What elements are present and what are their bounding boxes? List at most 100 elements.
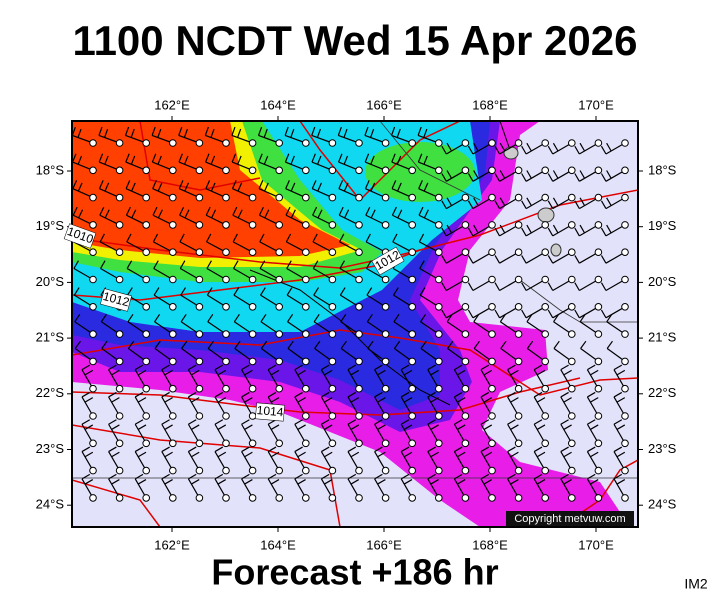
barb-flag [188,473,197,480]
barb-flag [164,479,173,485]
barb-station [328,275,337,284]
barb-station [514,357,523,366]
barb-station [195,494,204,502]
barb-flag [560,391,569,398]
barb-flag [377,479,386,485]
barb-flag [104,182,110,192]
barb-station [355,193,363,202]
barb-flag [400,364,410,371]
barb-flag [294,446,303,453]
barb-station [514,139,523,147]
barb-flag [244,424,253,430]
barb-station [461,439,470,448]
barb-flag [374,473,383,480]
barb-flag [104,155,109,165]
barb-station [195,384,204,393]
barb-flag [188,419,197,425]
barb-flag [343,155,349,165]
barb-flag [499,224,506,234]
barb-station [328,248,337,256]
barb-flag [427,391,436,398]
barb-flag [480,446,490,453]
barb-station [275,221,284,229]
barb-flag [72,153,77,163]
barb-flag [233,287,240,296]
barb-flag [284,126,289,136]
barb-station [142,275,150,284]
barb-flag [338,180,344,189]
barb-station [222,384,230,393]
barb-station [621,303,629,311]
barb-station [142,412,150,420]
barb-flag [391,153,396,163]
barb-station [355,494,363,502]
barb-station [248,357,257,366]
barb-station [115,193,124,202]
barb-flag [99,206,105,216]
barb-flag [191,369,200,376]
barb-flag [483,479,493,485]
barb-station [461,166,470,175]
barb-station [89,384,97,393]
barb-station [328,494,337,502]
map-area [72,121,638,527]
barb-station [142,248,150,256]
barb-station [142,357,150,366]
barb-flag [183,128,189,138]
barb-flag [134,446,144,453]
barb-flag [180,314,187,323]
barb-station [142,439,150,448]
barb-flag [191,397,200,403]
barb-flag [483,397,493,403]
barb-station [381,439,390,448]
barb-flag [214,391,224,398]
barb-flag [454,391,463,398]
barb-station [115,412,124,420]
barb-flag [152,206,158,216]
barb-station [142,494,150,502]
barb-station [89,193,97,202]
barb-flag [396,128,401,138]
barb-flag [259,233,265,243]
barb-station [461,357,470,366]
barb-flag [547,309,554,319]
barb-flag [441,255,447,264]
barb-flag [454,419,463,425]
barb-station [248,166,257,175]
barb-station [89,494,97,502]
lat-label: 22°S [648,385,677,400]
barb-flag [494,255,501,264]
barb-station [435,330,443,338]
barb-flag [217,424,227,430]
barb-station [142,166,150,175]
barb-flag [510,424,519,430]
barb-flag [152,180,157,189]
barb-flag [338,153,343,163]
barb-flag [210,182,216,192]
barb-station [435,384,443,393]
barb-flag [400,473,410,480]
barb-station [514,248,523,256]
barb-station [275,466,284,475]
barb-flag [590,451,599,458]
barb-flag [321,391,330,398]
barb-flag [108,419,117,425]
barb-flag [131,182,136,192]
barb-flag [587,419,596,425]
barb-station [461,275,470,284]
barb-flag [350,369,360,376]
barb-flag [284,153,290,163]
barb-flag [179,233,185,243]
barb-flag [473,340,480,349]
lat-label: 19°S [36,218,65,233]
barb-flag [205,153,210,163]
barb-flag [494,227,501,237]
barb-flag [467,200,474,209]
barb-station [302,193,310,202]
barb-flag [111,369,120,376]
barb-flag [430,479,439,485]
barb-station [328,439,337,448]
barb-flag [297,424,306,430]
barb-flag [397,209,403,219]
barb-station [275,439,284,448]
